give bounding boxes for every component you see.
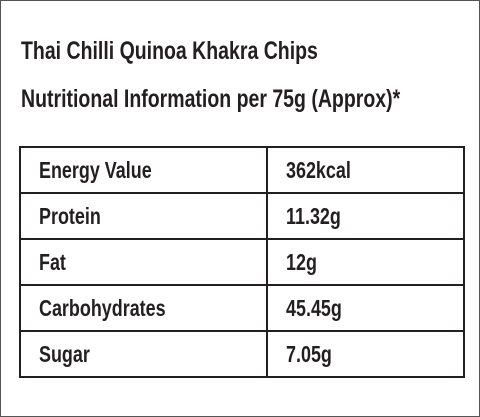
table-cell: 45.45g bbox=[266, 284, 465, 332]
nutrient-amount: 45.45g bbox=[286, 294, 342, 321]
title: Thai Chilli Quinoa Khakra Chips bbox=[21, 37, 318, 65]
table-cell: Protein bbox=[19, 192, 268, 240]
nutrient-name: Protein bbox=[39, 202, 101, 229]
table-row: Carbohydrates 45.45g bbox=[19, 284, 465, 332]
subtitle: Nutritional Information per 75g (Approx)… bbox=[21, 85, 401, 113]
table-cell: Sugar bbox=[19, 330, 268, 378]
table-cell: Fat bbox=[19, 238, 268, 286]
nutrition-table: Energy Value 362kcal Protein 11.32g Fat 12g Ca… bbox=[19, 146, 465, 378]
table-row: Energy Value 362kcal bbox=[19, 146, 465, 194]
table-cell: Carbohydrates bbox=[19, 284, 268, 332]
table-cell: 12g bbox=[266, 238, 465, 286]
table-row: Sugar 7.05g bbox=[19, 330, 465, 378]
table-cell: 7.05g bbox=[266, 330, 465, 378]
nutrient-amount: 11.32g bbox=[286, 202, 341, 229]
table-cell: 362kcal bbox=[266, 146, 465, 194]
nutrient-amount: 12g bbox=[286, 248, 317, 275]
table-row: Fat 12g bbox=[19, 238, 465, 286]
nutrient-name: Sugar bbox=[39, 340, 90, 367]
nutrient-name: Energy Value bbox=[39, 156, 152, 183]
nutrient-amount: 362kcal bbox=[286, 156, 351, 183]
table-cell: 11.32g bbox=[266, 192, 465, 240]
table-cell: Energy Value bbox=[19, 146, 268, 194]
nutrient-name: Carbohydrates bbox=[39, 294, 166, 321]
table-row: Protein 11.32g bbox=[19, 192, 465, 240]
nutrient-amount: 7.05g bbox=[286, 340, 332, 367]
nutrient-name: Fat bbox=[39, 248, 66, 275]
